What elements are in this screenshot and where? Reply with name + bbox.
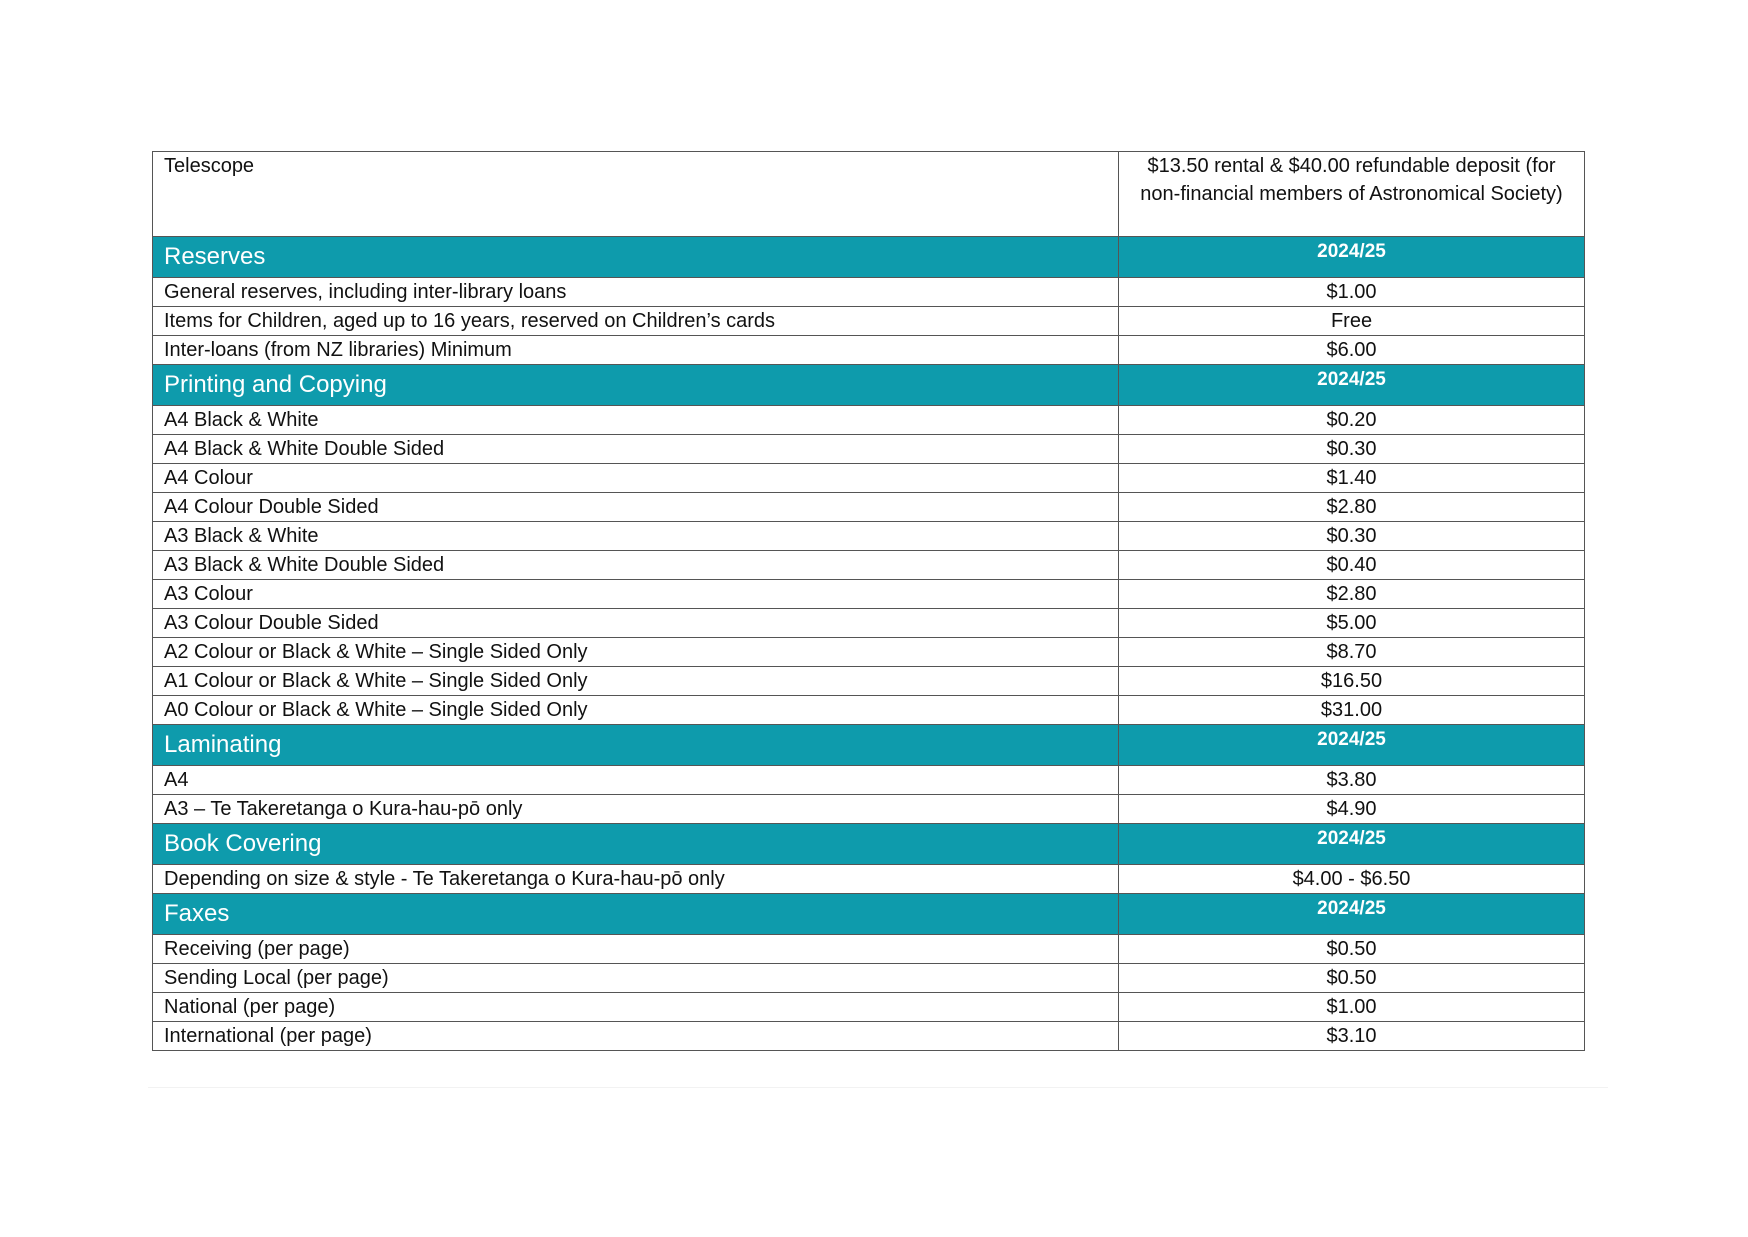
section-year: 2024/25 <box>1118 364 1585 406</box>
section-header-row: Book Covering 2024/25 <box>152 823 1585 865</box>
section-year: 2024/25 <box>1118 236 1585 278</box>
item-cell: A3 Colour <box>152 579 1119 609</box>
fee-cell: $1.00 <box>1118 277 1585 307</box>
item-cell: A4 Black & White Double Sided <box>152 434 1119 464</box>
item-cell: A3 Black & White Double Sided <box>152 550 1119 580</box>
footer-divider <box>148 1087 1608 1088</box>
item-cell: International (per page) <box>152 1021 1119 1051</box>
fee-cell: $0.50 <box>1118 934 1585 964</box>
table-row: A4 $3.80 <box>152 765 1585 795</box>
fees-table-body: Telescope $13.50 rental & $40.00 refunda… <box>152 151 1585 1051</box>
item-cell: A4 <box>152 765 1119 795</box>
section-header-row: Faxes 2024/25 <box>152 893 1585 935</box>
section-title: Laminating <box>152 724 1119 766</box>
item-cell: A3 – Te Takeretanga o Kura-hau-pō only <box>152 794 1119 824</box>
fees-table: Telescope $13.50 rental & $40.00 refunda… <box>152 151 1585 1051</box>
section-header-row: Printing and Copying 2024/25 <box>152 364 1585 406</box>
item-cell: Items for Children, aged up to 16 years,… <box>152 306 1119 336</box>
fee-cell: $31.00 <box>1118 695 1585 725</box>
table-row: Telescope $13.50 rental & $40.00 refunda… <box>152 151 1585 237</box>
fee-cell: $16.50 <box>1118 666 1585 696</box>
table-row: A3 Colour Double Sided $5.00 <box>152 608 1585 638</box>
section-header-row: Laminating 2024/25 <box>152 724 1585 766</box>
item-cell: A1 Colour or Black & White – Single Side… <box>152 666 1119 696</box>
table-row: Receiving (per page) $0.50 <box>152 934 1585 964</box>
section-year: 2024/25 <box>1118 893 1585 935</box>
fee-cell: $0.30 <box>1118 434 1585 464</box>
section-title: Book Covering <box>152 823 1119 865</box>
table-row: General reserves, including inter-librar… <box>152 277 1585 307</box>
fee-cell: $5.00 <box>1118 608 1585 638</box>
table-row: A1 Colour or Black & White – Single Side… <box>152 666 1585 696</box>
item-cell: A0 Colour or Black & White – Single Side… <box>152 695 1119 725</box>
item-cell: Receiving (per page) <box>152 934 1119 964</box>
fee-cell: $3.80 <box>1118 765 1585 795</box>
table-row: Inter-loans (from NZ libraries) Minimum $… <box>152 335 1585 365</box>
fee-cell: $0.30 <box>1118 521 1585 551</box>
fee-cell: Free <box>1118 306 1585 336</box>
item-cell: Sending Local (per page) <box>152 963 1119 993</box>
section-year: 2024/25 <box>1118 724 1585 766</box>
table-row: A4 Colour $1.40 <box>152 463 1585 493</box>
table-row: A3 Black & White $0.30 <box>152 521 1585 551</box>
table-row: A3 Black & White Double Sided $0.40 <box>152 550 1585 580</box>
table-row: Items for Children, aged up to 16 years,… <box>152 306 1585 336</box>
fee-cell: $1.00 <box>1118 992 1585 1022</box>
table-row: Sending Local (per page) $0.50 <box>152 963 1585 993</box>
fee-cell: $1.40 <box>1118 463 1585 493</box>
item-cell: Telescope <box>152 151 1119 237</box>
fee-cell: $6.00 <box>1118 335 1585 365</box>
table-row: National (per page) $1.00 <box>152 992 1585 1022</box>
fee-cell: $0.40 <box>1118 550 1585 580</box>
fee-cell: $2.80 <box>1118 579 1585 609</box>
item-cell: Inter-loans (from NZ libraries) Minimum <box>152 335 1119 365</box>
section-year: 2024/25 <box>1118 823 1585 865</box>
section-title: Printing and Copying <box>152 364 1119 406</box>
fee-cell: $4.90 <box>1118 794 1585 824</box>
item-cell: A3 Colour Double Sided <box>152 608 1119 638</box>
item-cell: A4 Colour Double Sided <box>152 492 1119 522</box>
table-row: A3 – Te Takeretanga o Kura-hau-pō only $4… <box>152 794 1585 824</box>
item-cell: A4 Black & White <box>152 405 1119 435</box>
table-row: A3 Colour $2.80 <box>152 579 1585 609</box>
table-row: Depending on size & style - Te Takeretan… <box>152 864 1585 894</box>
section-title: Faxes <box>152 893 1119 935</box>
item-cell: A3 Black & White <box>152 521 1119 551</box>
item-cell: National (per page) <box>152 992 1119 1022</box>
item-cell: A4 Colour <box>152 463 1119 493</box>
fee-cell: $0.20 <box>1118 405 1585 435</box>
table-row: A4 Colour Double Sided $2.80 <box>152 492 1585 522</box>
item-cell: General reserves, including inter-librar… <box>152 277 1119 307</box>
section-title: Reserves <box>152 236 1119 278</box>
fee-cell: $2.80 <box>1118 492 1585 522</box>
fee-cell: $3.10 <box>1118 1021 1585 1051</box>
item-cell: A2 Colour or Black & White – Single Side… <box>152 637 1119 667</box>
table-row: A4 Black & White $0.20 <box>152 405 1585 435</box>
table-row: A0 Colour or Black & White – Single Side… <box>152 695 1585 725</box>
table-row: A4 Black & White Double Sided $0.30 <box>152 434 1585 464</box>
fee-cell: $4.00 - $6.50 <box>1118 864 1585 894</box>
table-row: A2 Colour or Black & White – Single Side… <box>152 637 1585 667</box>
fee-cell: $0.50 <box>1118 963 1585 993</box>
section-header-row: Reserves 2024/25 <box>152 236 1585 278</box>
table-row: International (per page) $3.10 <box>152 1021 1585 1051</box>
fee-cell: $13.50 rental & $40.00 refundable deposi… <box>1118 151 1585 237</box>
fee-cell: $8.70 <box>1118 637 1585 667</box>
item-cell: Depending on size & style - Te Takeretan… <box>152 864 1119 894</box>
